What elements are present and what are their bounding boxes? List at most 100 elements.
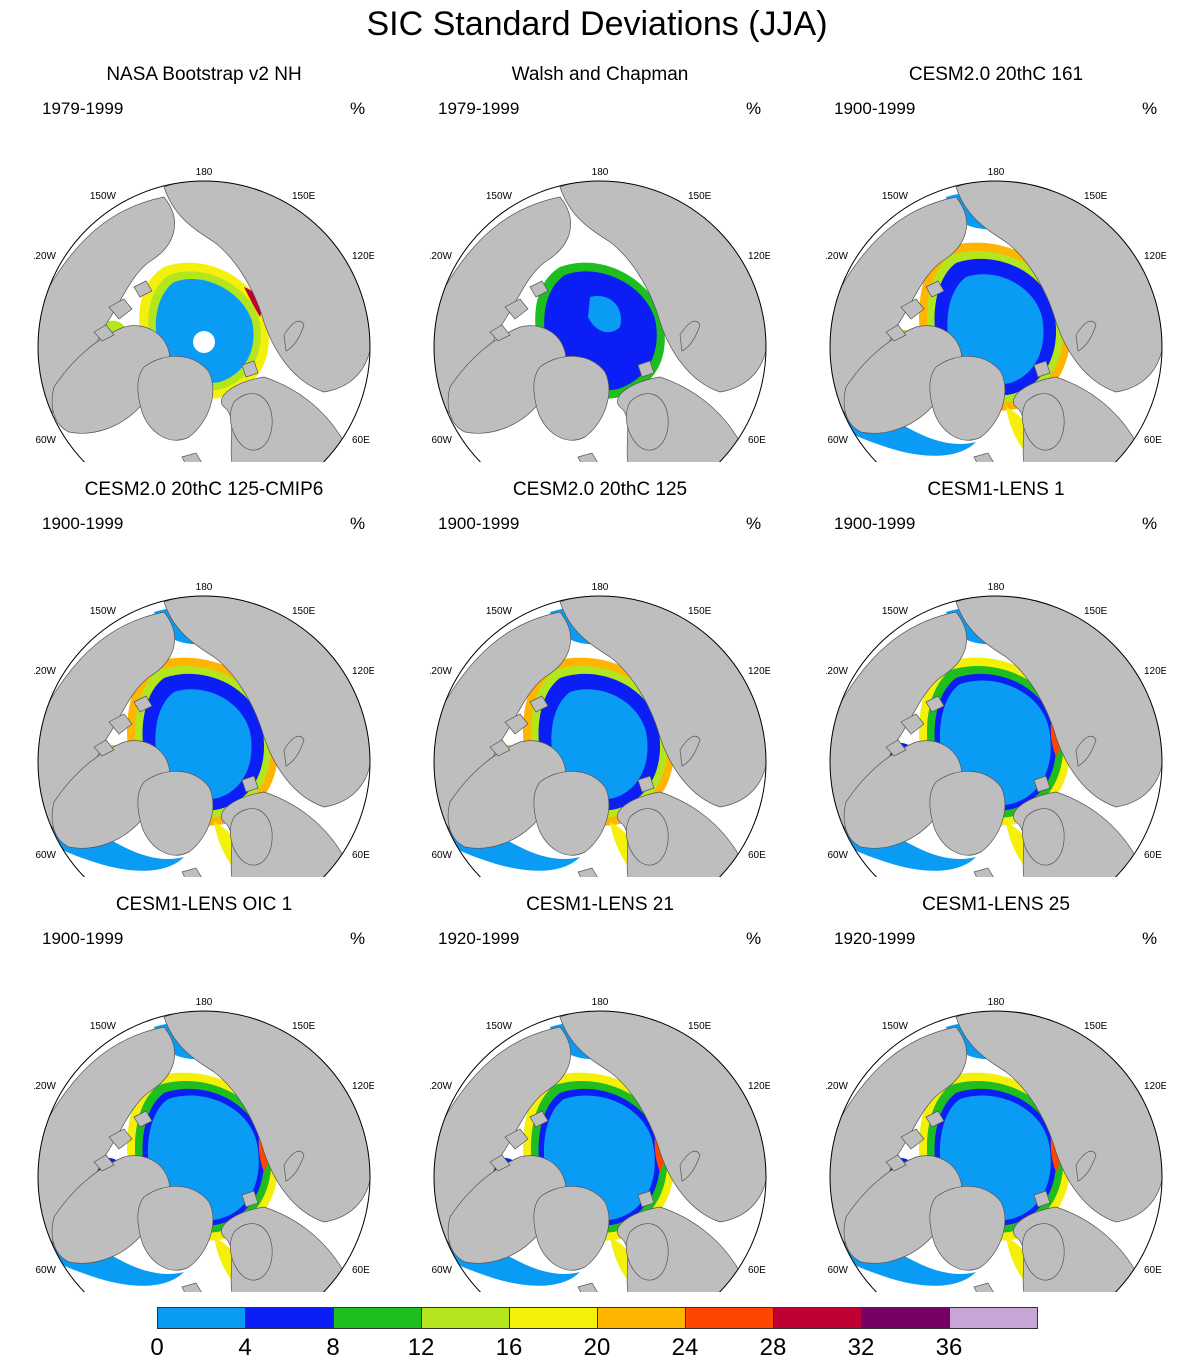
landmass [626, 393, 669, 451]
colorbar-cell [597, 1307, 686, 1329]
map-panel: 180090W90E150W120W150E120E30W60W30E60ECE… [34, 477, 374, 877]
panel-unit: % [350, 99, 366, 118]
longitude-label: 150W [90, 1021, 117, 1032]
longitude-label: 180 [988, 167, 1005, 178]
colorbar-tick-label: 0 [150, 1334, 164, 1361]
landmass [283, 1150, 305, 1182]
landmass [181, 452, 203, 462]
landmass [529, 1110, 549, 1128]
landmass [679, 735, 701, 767]
panel-period: 1900-1999 [42, 514, 124, 533]
landmass [283, 735, 305, 767]
map-panel: 180090W90E150W120W150E120E30W60W30E60ECE… [34, 892, 374, 1292]
polar-map: 180090W90E150W120W150E120E30W60W30E60E [826, 167, 1166, 462]
map-panel: 180090W90E150W120W150E120E30W60W30E60ECE… [826, 477, 1166, 877]
map-boundary [829, 1010, 1163, 1292]
map-boundary [433, 595, 767, 877]
landmass [489, 739, 511, 757]
longitude-label: 180 [988, 582, 1005, 593]
landmass [137, 770, 214, 856]
colorbar-cell [245, 1307, 334, 1329]
landmass [93, 324, 115, 342]
panel-unit: % [1142, 514, 1158, 533]
pole-hole [193, 331, 215, 353]
landmass [929, 1185, 1006, 1271]
sea-ice-region [654, 1137, 664, 1172]
landmass [137, 355, 214, 441]
panel-unit: % [746, 99, 762, 118]
longitude-label: 120E [748, 1081, 770, 1092]
longitude-label: 120E [748, 666, 770, 677]
longitude-label: 180 [988, 997, 1005, 1008]
panel-period: 1900-1999 [438, 514, 520, 533]
colorbar-cell [685, 1307, 774, 1329]
map-boundary [37, 180, 371, 462]
longitude-label: 120E [352, 1081, 374, 1092]
longitude-label: 120E [1144, 1081, 1166, 1092]
longitude-label: 120E [352, 666, 374, 677]
landmass [533, 1185, 610, 1271]
landmass [504, 1128, 529, 1150]
longitude-label: 150W [486, 1021, 513, 1032]
map-panel: 180090W90E150W120W150E120E30W60W30E60ENA… [34, 62, 374, 462]
panel-period: 1979-1999 [42, 99, 124, 118]
map-panel: 180090W90E150W120W150E120E30W60W30E60ECE… [430, 477, 770, 877]
sea-ice-region [1050, 722, 1060, 757]
landmass [533, 770, 610, 856]
polar-map: 180090W90E150W120W150E120E30W60W30E60E [430, 167, 770, 462]
longitude-label: 150E [292, 1021, 316, 1032]
landmass [181, 867, 203, 877]
figure-title: SIC Standard Deviations (JJA) [366, 5, 828, 43]
longitude-label: 60E [748, 850, 766, 861]
panel-title: CESM2.0 20thC 125 [512, 479, 688, 500]
polar-map: 180090W90E150W120W150E120E30W60W30E60E [826, 997, 1166, 1292]
longitude-label: 150E [292, 191, 316, 202]
longitude-label: 180 [196, 167, 213, 178]
landmass [504, 298, 529, 320]
landmass [900, 1128, 925, 1150]
landmass [885, 739, 907, 757]
polar-map: 180090W90E150W120W150E120E30W60W30E60E [430, 997, 770, 1292]
longitude-label: 150W [882, 1021, 909, 1032]
landmass [1022, 393, 1065, 451]
landmass [241, 1190, 259, 1208]
landmass [679, 1150, 701, 1182]
longitude-label: 150W [882, 606, 909, 617]
longitude-label: 120W [430, 1081, 453, 1092]
landmass [230, 1223, 273, 1281]
landmass [529, 695, 549, 713]
landmass [637, 775, 655, 793]
colorbar-tick-label: 12 [407, 1334, 435, 1361]
landmass [679, 320, 701, 352]
colorbar [157, 1307, 1038, 1331]
polar-map: 180090W90E150W120W150E120E30W60W30E60E [34, 582, 374, 877]
landmass [529, 280, 549, 298]
panel-title: NASA Bootstrap v2 NH [106, 64, 302, 85]
panel-title: CESM1-LENS 25 [922, 894, 1070, 915]
landmass [241, 775, 259, 793]
landmass [929, 355, 1006, 441]
longitude-label: 150W [486, 191, 513, 202]
longitude-label: 180 [592, 167, 609, 178]
map-boundary [829, 180, 1163, 462]
panel-unit: % [746, 514, 762, 533]
landmass [489, 324, 511, 342]
panel-period: 1979-1999 [438, 99, 520, 118]
colorbar-tick-label: 20 [583, 1334, 611, 1361]
landmass [900, 713, 925, 735]
landmass [133, 695, 153, 713]
map-boundary [433, 180, 767, 462]
panel-period: 1900-1999 [834, 99, 916, 118]
longitude-label: 120W [826, 666, 849, 677]
landmass [637, 360, 655, 378]
panel-title: CESM1-LENS OIC 1 [115, 894, 293, 915]
panel-title: Walsh and Chapman [511, 64, 689, 85]
colorbar-cell [861, 1307, 950, 1329]
landmass [1075, 320, 1097, 352]
landmass [133, 1110, 153, 1128]
longitude-label: 150E [292, 606, 316, 617]
longitude-label: 120E [748, 251, 770, 262]
landmass [637, 1190, 655, 1208]
panel-unit: % [746, 929, 762, 948]
landmass [93, 739, 115, 757]
